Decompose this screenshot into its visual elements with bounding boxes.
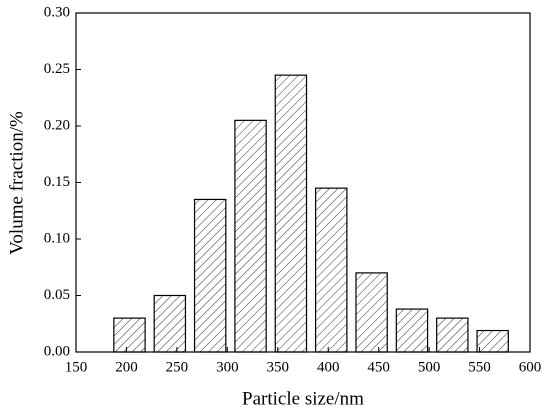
bar — [395, 308, 429, 353]
bar — [476, 329, 509, 353]
x-tick-label: 150 — [65, 359, 88, 375]
bar — [355, 272, 388, 353]
x-tick-label: 350 — [267, 359, 290, 375]
x-tick-label: 550 — [468, 359, 491, 375]
x-tick-label: 450 — [367, 359, 390, 375]
bar — [436, 317, 469, 353]
y-tick-label: 0.20 — [44, 117, 70, 133]
y-tick-label: 0.10 — [44, 230, 70, 246]
x-tick-label: 200 — [115, 359, 138, 375]
x-tick-label: 300 — [216, 359, 239, 375]
y-tick-label: 0.15 — [44, 174, 70, 190]
y-tick-label: 0.30 — [44, 4, 70, 20]
bar — [315, 187, 348, 353]
x-tick-label: 400 — [317, 359, 340, 375]
bar — [274, 74, 308, 353]
bar — [153, 294, 187, 353]
y-tick-label: 0.25 — [44, 61, 70, 77]
x-tick-label: 500 — [418, 359, 441, 375]
x-tick-label: 250 — [166, 359, 189, 375]
bar — [113, 317, 146, 353]
y-axis-title: Volume fraction/% — [6, 111, 27, 255]
bar — [193, 198, 227, 353]
y-tick-label: 0.05 — [44, 287, 70, 303]
x-tick-label: 600 — [519, 359, 542, 375]
x-axis-title: Particle size/nm — [242, 388, 364, 409]
y-tick-label: 0.00 — [44, 343, 70, 359]
plot-frame — [75, 12, 531, 353]
bar — [234, 119, 267, 353]
